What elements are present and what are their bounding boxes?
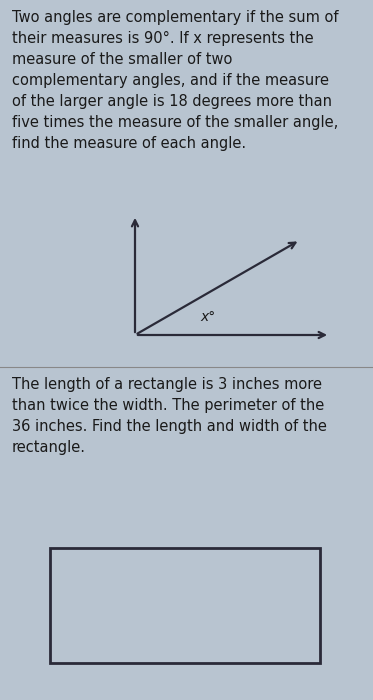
Bar (50, 548, 320, 663)
Text: Two angles are complementary if the sum of
their measures is 90°. If x represent: Two angles are complementary if the sum … (12, 10, 339, 151)
Text: x°: x° (200, 310, 215, 324)
Text: The length of a rectangle is 3 inches more
than twice the width. The perimeter o: The length of a rectangle is 3 inches mo… (12, 377, 327, 455)
